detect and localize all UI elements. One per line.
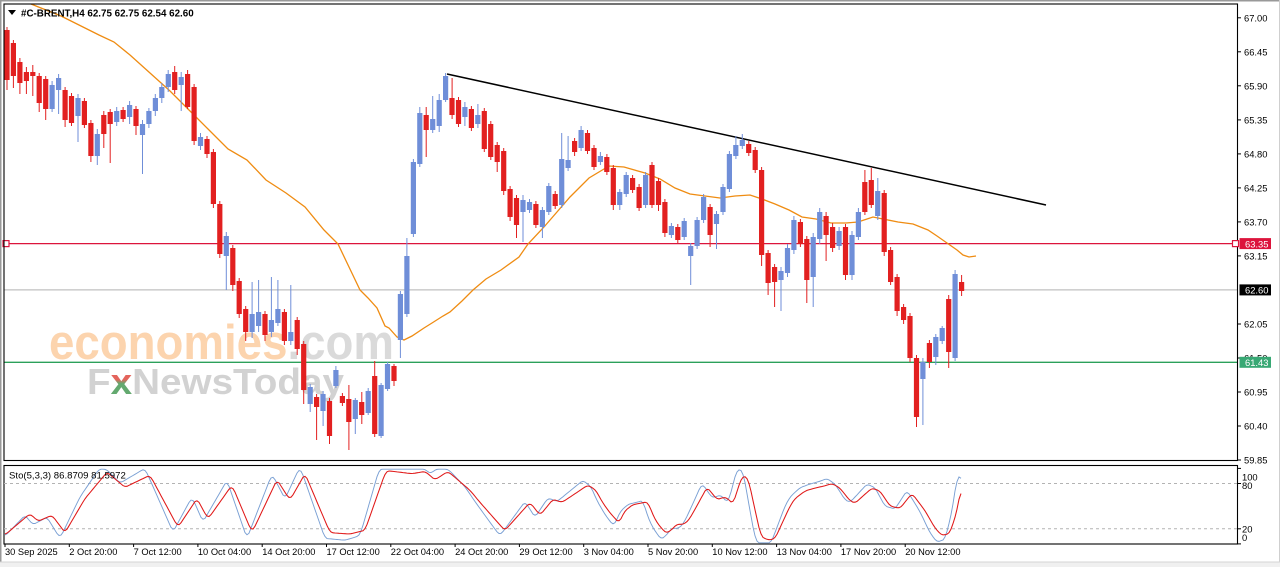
svg-text:59.85: 59.85	[1244, 455, 1267, 466]
svg-text:13 Nov 04:00: 13 Nov 04:00	[777, 547, 832, 557]
svg-text:60.95: 60.95	[1244, 387, 1267, 398]
svg-text:66.45: 66.45	[1244, 46, 1267, 57]
svg-text:17 Nov 20:00: 17 Nov 20:00	[841, 547, 896, 557]
svg-text:64.80: 64.80	[1244, 148, 1267, 159]
svg-text:29 Oct 12:00: 29 Oct 12:00	[519, 547, 572, 557]
svg-text:65.35: 65.35	[1244, 114, 1267, 125]
svg-text:0: 0	[1242, 532, 1247, 543]
svg-text:100: 100	[1242, 472, 1258, 483]
svg-text:64.25: 64.25	[1244, 182, 1267, 193]
svg-text:63.35: 63.35	[1245, 238, 1268, 249]
svg-text:5 Nov 20:00: 5 Nov 20:00	[648, 547, 698, 557]
svg-text:24 Oct 20:00: 24 Oct 20:00	[455, 547, 508, 557]
svg-text:2 Oct 20:00: 2 Oct 20:00	[69, 547, 117, 557]
svg-text:63.70: 63.70	[1244, 216, 1267, 227]
svg-text:FxNewsToday: FxNewsToday	[87, 361, 344, 402]
svg-text:Sto(5,3,3) 86.8709 81.5972: Sto(5,3,3) 86.8709 81.5972	[9, 471, 126, 482]
svg-text:60.40: 60.40	[1244, 421, 1267, 432]
svg-text:10 Oct 04:00: 10 Oct 04:00	[198, 547, 251, 557]
svg-text:20: 20	[1242, 524, 1252, 535]
svg-text:7 Oct 12:00: 7 Oct 12:00	[134, 547, 182, 557]
svg-text:10 Nov 12:00: 10 Nov 12:00	[712, 547, 767, 557]
svg-text:#C-BRENT,H4 62.75 62.75 62.54: #C-BRENT,H4 62.75 62.75 62.54 62.60	[21, 9, 194, 20]
svg-text:17 Oct 12:00: 17 Oct 12:00	[327, 547, 380, 557]
svg-text:67.00: 67.00	[1244, 12, 1267, 23]
svg-text:22 Oct 04:00: 22 Oct 04:00	[391, 547, 444, 557]
svg-text:30 Sep 2025: 30 Sep 2025	[5, 547, 58, 557]
svg-text:63.15: 63.15	[1244, 250, 1267, 261]
svg-text:61.43: 61.43	[1245, 357, 1268, 368]
svg-text:20 Nov 12:00: 20 Nov 12:00	[905, 547, 960, 557]
svg-text:62.05: 62.05	[1244, 319, 1267, 330]
svg-text:80: 80	[1242, 480, 1252, 491]
svg-text:14 Oct 20:00: 14 Oct 20:00	[262, 547, 315, 557]
svg-text:65.90: 65.90	[1244, 80, 1267, 91]
svg-text:3 Nov 04:00: 3 Nov 04:00	[584, 547, 634, 557]
svg-text:62.60: 62.60	[1245, 285, 1268, 296]
